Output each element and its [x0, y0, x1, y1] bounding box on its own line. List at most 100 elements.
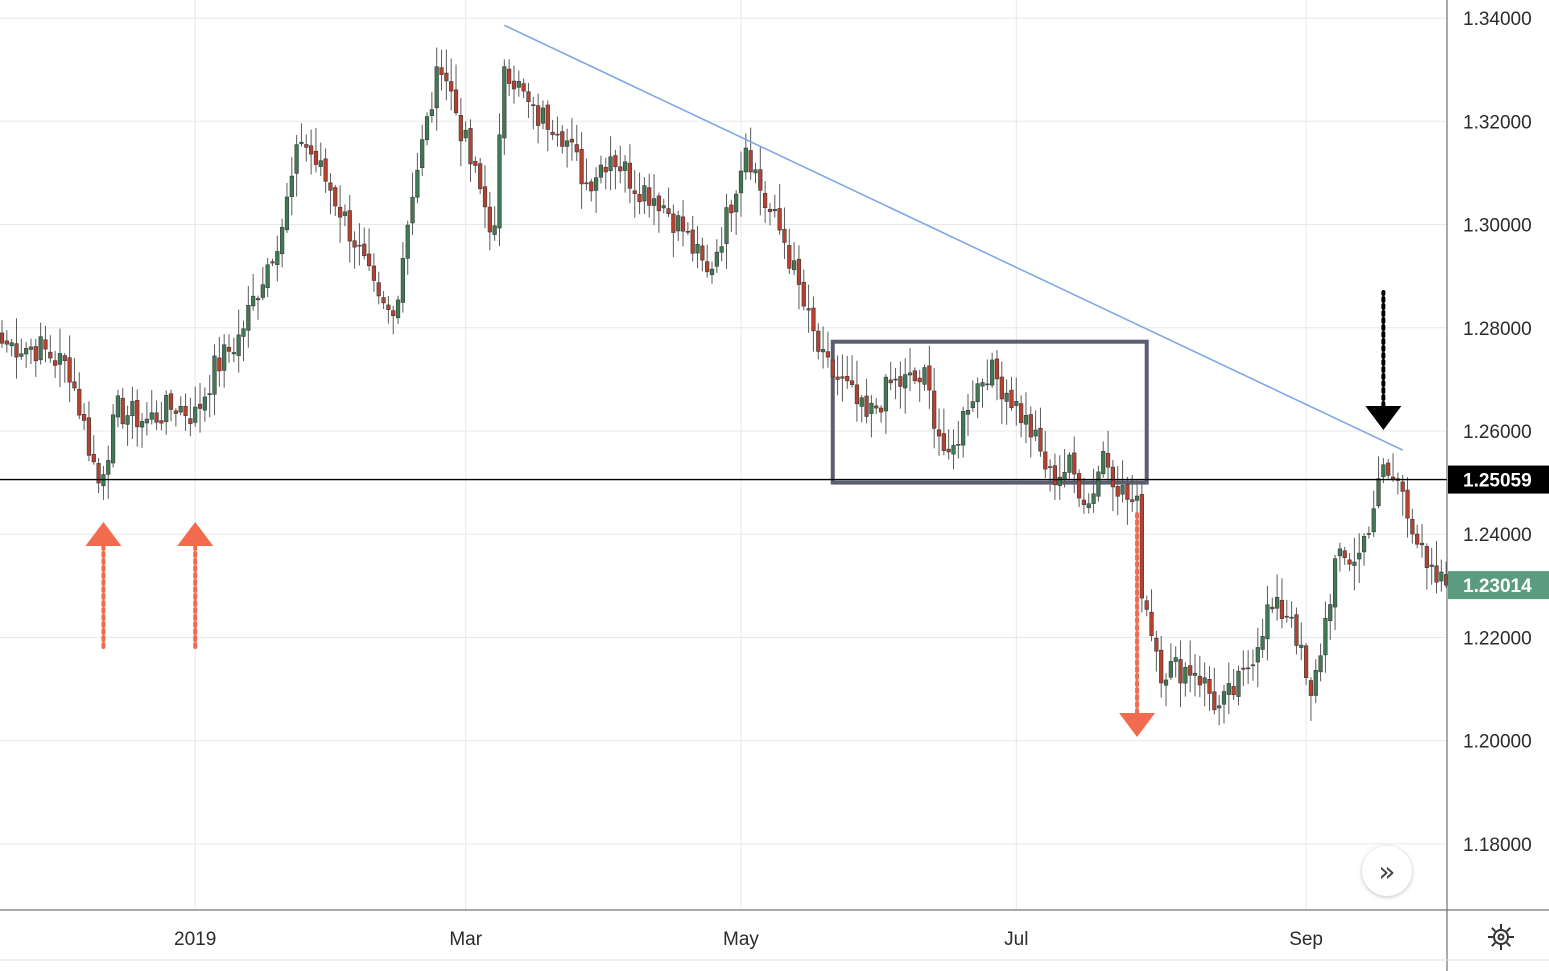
candle-body — [352, 240, 357, 248]
candle-body — [869, 402, 874, 414]
candle-body — [956, 443, 961, 446]
candle — [1328, 593, 1333, 640]
gear-icon — [1488, 924, 1514, 950]
candle — [531, 96, 536, 130]
candle — [139, 413, 145, 448]
candle — [115, 389, 121, 428]
candle-body — [1081, 499, 1087, 505]
candle-body — [391, 310, 396, 317]
candle-body — [1361, 535, 1367, 553]
candle-body — [115, 395, 121, 418]
candle — [864, 378, 869, 424]
candle — [1096, 465, 1101, 502]
candle-body — [270, 261, 275, 264]
candle-body — [294, 144, 299, 174]
candle — [579, 131, 584, 209]
candle-body — [1231, 686, 1236, 696]
candle-body — [622, 161, 628, 171]
candle — [507, 59, 512, 97]
candle-body — [33, 346, 38, 362]
candle — [1386, 459, 1391, 479]
candle — [125, 405, 130, 446]
candle — [424, 112, 430, 146]
candle — [43, 325, 48, 363]
candle-body — [835, 376, 840, 380]
candle — [642, 177, 647, 214]
candle — [825, 331, 831, 368]
candle-body — [48, 351, 53, 359]
candle-body — [497, 134, 502, 229]
candle-body — [574, 144, 579, 153]
candle-body — [1255, 647, 1260, 663]
candle-body — [661, 205, 666, 209]
candle — [1009, 376, 1014, 411]
candle — [1260, 618, 1265, 658]
scroll-to-realtime-button[interactable]: » — [1362, 846, 1412, 896]
x-tick-label: May — [723, 929, 759, 950]
candle — [371, 253, 377, 292]
candle — [811, 296, 816, 352]
arrow-head — [1365, 406, 1402, 430]
candle — [1212, 667, 1217, 715]
candle — [637, 172, 642, 215]
candle-body — [159, 420, 164, 424]
candle-body — [1342, 550, 1347, 558]
candle — [410, 172, 415, 235]
candle-body — [961, 411, 966, 446]
candle-body — [19, 353, 24, 357]
candle — [1246, 650, 1251, 684]
candle — [878, 405, 884, 423]
candle-body — [386, 304, 391, 310]
candle — [1217, 694, 1222, 726]
candle — [482, 165, 488, 229]
candle — [72, 357, 77, 392]
candle — [1159, 635, 1164, 698]
arrow-head — [1119, 713, 1156, 737]
candle — [593, 167, 599, 214]
candle-body — [990, 359, 995, 386]
candle-body — [1168, 661, 1173, 678]
candle — [154, 400, 159, 431]
candle — [33, 338, 38, 378]
candle-body — [28, 346, 34, 350]
candle-body — [188, 418, 193, 424]
candle-body — [782, 229, 787, 243]
candle — [304, 134, 309, 162]
candle-body — [898, 376, 903, 387]
candle-body — [357, 244, 362, 247]
candle-body — [1120, 485, 1125, 495]
candle-body — [589, 181, 594, 192]
candle-body — [1178, 659, 1183, 684]
candle — [376, 271, 381, 305]
candle-body — [362, 243, 367, 257]
candle-body — [0, 332, 5, 344]
candle — [782, 207, 787, 259]
candle — [255, 295, 261, 320]
chart-settings-button[interactable] — [1482, 918, 1520, 956]
candle — [449, 58, 454, 111]
candle-body — [507, 68, 512, 84]
candle-body — [347, 210, 352, 242]
candle-body — [1067, 454, 1072, 473]
candle-body — [1072, 452, 1077, 475]
candle-body — [38, 336, 43, 361]
candle — [106, 445, 111, 499]
x-tick-label: Sep — [1289, 929, 1323, 950]
candle-body — [676, 215, 681, 232]
candle-body — [453, 89, 459, 114]
candle-body — [381, 297, 386, 304]
candle-body — [883, 376, 888, 412]
candle-body — [1304, 645, 1309, 678]
candle — [366, 228, 372, 272]
candle-body — [420, 139, 425, 168]
candle-body — [236, 334, 241, 356]
candle — [627, 144, 632, 204]
candle — [1057, 455, 1062, 500]
candle-body — [816, 330, 821, 352]
candle — [888, 361, 893, 391]
candle-body — [168, 393, 174, 410]
candle-body — [772, 209, 777, 212]
candle-body — [299, 141, 304, 144]
candle-body — [1014, 401, 1019, 406]
